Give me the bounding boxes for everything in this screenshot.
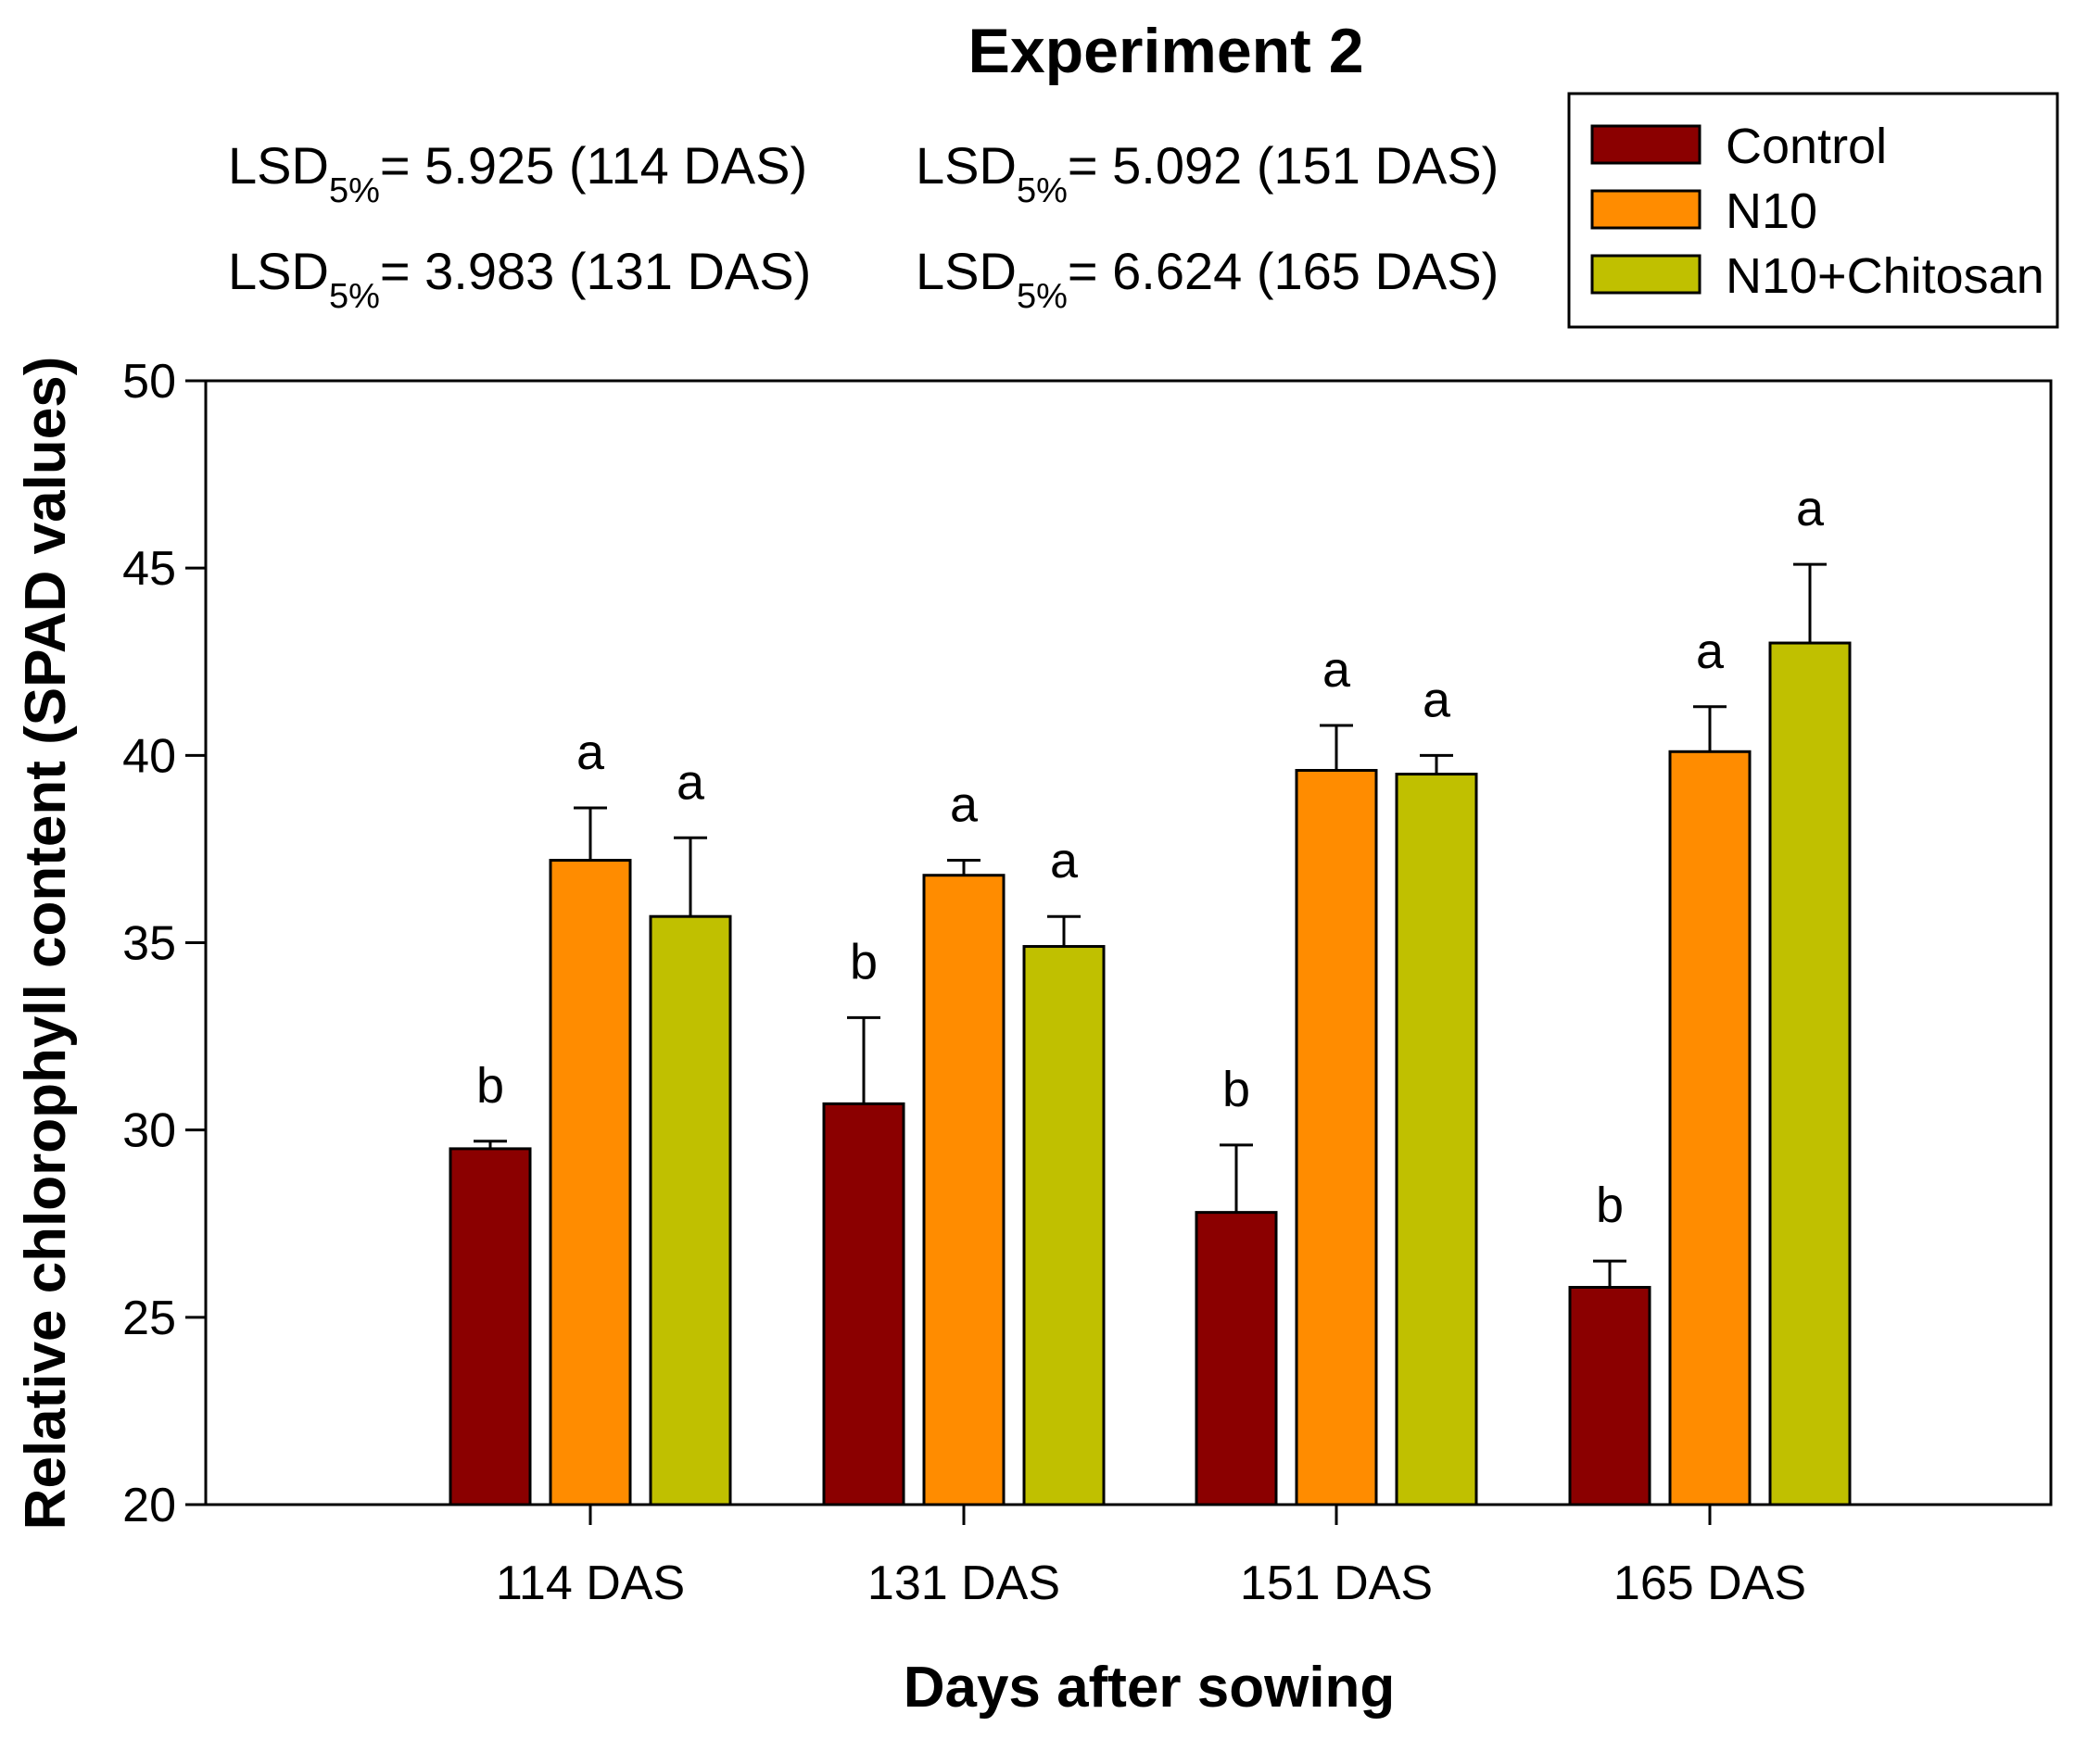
y-tick-label: 40	[122, 729, 176, 783]
x-axis: 114 DAS 131 DAS 151 DAS 165 DAS	[496, 1505, 1806, 1610]
lsd-value: = 5.925 (114 DAS)	[380, 136, 807, 195]
lsd-value: = 5.092 (151 DAS)	[1068, 136, 1499, 195]
y-axis: 20 25 30 35 40 45 50	[122, 355, 206, 1532]
lsd-annotation: LSD5%= 5.925 (114 DAS)	[228, 136, 807, 210]
lsd-annotation: LSD5%= 6.624 (165 DAS)	[916, 242, 1499, 316]
bar-n10	[922, 874, 1006, 1506]
bar-n10-chitosan	[1768, 641, 1852, 1506]
significance-letter: a	[1050, 833, 1079, 888]
significance-letter: a	[1796, 481, 1825, 536]
y-tick-label: 50	[122, 355, 176, 409]
lsd-prefix: LSD	[916, 242, 1017, 300]
significance-letter: b	[476, 1058, 504, 1114]
bar-n10-chitosan	[1022, 945, 1106, 1506]
lsd-subscript: 5%	[1017, 277, 1068, 316]
lsd-prefix: LSD	[228, 242, 329, 300]
significance-letter: a	[950, 777, 979, 833]
lsd-prefix: LSD	[916, 136, 1017, 195]
chart-title: Experiment 2	[968, 16, 1363, 86]
bar-control	[449, 1147, 532, 1506]
lsd-value: = 3.983 (131 DAS)	[380, 242, 811, 300]
y-tick-label: 25	[122, 1292, 176, 1345]
bar-n10	[549, 859, 632, 1506]
legend-label: N10	[1726, 183, 1817, 239]
lsd-subscript: 5%	[329, 171, 380, 210]
bar-control	[1195, 1211, 1278, 1506]
legend-label: N10+Chitosan	[1726, 248, 2044, 304]
lsd-value: = 6.624 (165 DAS)	[1068, 242, 1499, 300]
x-tick-label: 165 DAS	[1613, 1556, 1806, 1610]
lsd-annotation: LSD5%= 5.092 (151 DAS)	[916, 136, 1499, 210]
x-tick-label: 151 DAS	[1240, 1556, 1433, 1610]
lsd-annotation: LSD5%= 3.983 (131 DAS)	[228, 242, 811, 316]
significance-letter: a	[1423, 672, 1451, 727]
y-axis-title: Relative chlorophyll content (SPAD value…	[14, 357, 78, 1531]
significance-letter: a	[576, 725, 605, 780]
significance-letter: a	[677, 754, 705, 810]
legend-swatch	[1590, 189, 1702, 230]
bar-control	[1568, 1285, 1651, 1506]
x-tick-label: 114 DAS	[496, 1556, 685, 1610]
lsd-annotations: LSD5%= 5.925 (114 DAS) LSD5%= 5.092 (151 …	[228, 136, 1499, 316]
y-tick-label: 30	[122, 1104, 176, 1158]
bar-n10-chitosan	[1395, 773, 1478, 1506]
y-tick-label: 35	[122, 917, 176, 971]
y-tick-label: 45	[122, 542, 176, 596]
significance-letter: b	[850, 934, 878, 989]
x-tick-label: 131 DAS	[867, 1556, 1060, 1610]
lsd-subscript: 5%	[329, 277, 380, 316]
lsd-subscript: 5%	[1017, 171, 1068, 210]
bar-control	[822, 1102, 905, 1506]
bar-n10-chitosan	[649, 914, 732, 1506]
legend-swatch	[1590, 124, 1702, 165]
significance-letter: b	[1222, 1062, 1250, 1117]
bar-n10	[1295, 769, 1378, 1506]
legend-label: Control	[1726, 119, 1887, 174]
significance-letter: b	[1596, 1178, 1624, 1233]
significance-letter: a	[1322, 642, 1351, 698]
lsd-prefix: LSD	[228, 136, 329, 195]
bar-n10	[1668, 750, 1752, 1506]
bars: b b b b a a a a a a a a	[449, 481, 1852, 1506]
significance-letter: a	[1696, 624, 1725, 679]
x-axis-title: Days after sowing	[904, 1656, 1396, 1720]
y-tick-label: 20	[122, 1479, 176, 1532]
legend-swatch	[1590, 254, 1702, 295]
legend: Control N10 N10+Chitosan	[1567, 92, 2059, 329]
